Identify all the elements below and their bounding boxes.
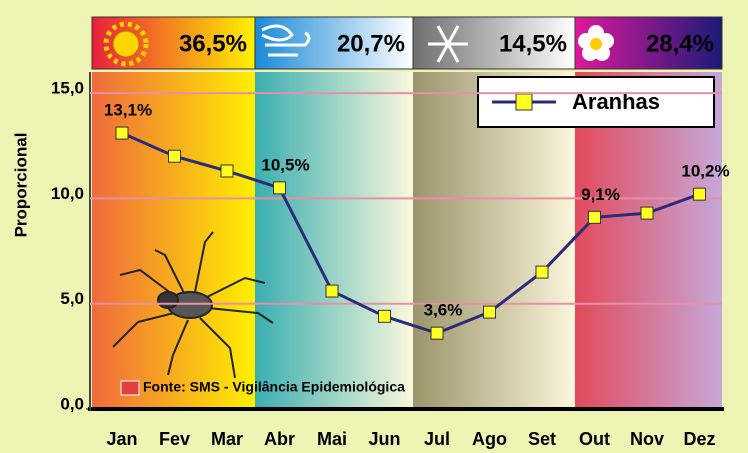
- season-label: 36,5%: [179, 30, 247, 57]
- marker: [116, 127, 128, 139]
- marker: [484, 306, 496, 318]
- summer-band: [92, 72, 255, 409]
- season-label: 20,7%: [337, 30, 405, 57]
- autumn-band: [255, 72, 413, 409]
- y-tick-label: 10,0: [51, 184, 84, 203]
- season-label: 14,5%: [499, 30, 567, 57]
- x-tick-label: Jul: [424, 429, 450, 449]
- x-tick-label: Ago: [472, 429, 507, 449]
- season-label: 28,4%: [646, 30, 714, 57]
- x-tick-label: Abr: [264, 429, 295, 449]
- marker: [536, 266, 548, 278]
- marker: [169, 150, 181, 162]
- x-tick-label: Nov: [630, 429, 664, 449]
- value-label: 9,1%: [581, 185, 620, 204]
- source: Fonte: SMS - Vigilância Epidemiológica: [143, 379, 405, 395]
- y-tick-label: 15,0: [51, 79, 84, 98]
- source-icon: [121, 381, 139, 395]
- x-tick-label: Set: [528, 429, 556, 449]
- marker: [641, 207, 653, 219]
- x-tick-label: Mai: [317, 429, 347, 449]
- x-tick-label: Mar: [211, 429, 243, 449]
- marker: [379, 310, 391, 322]
- marker: [431, 327, 443, 339]
- y-tick-label: 0,0: [60, 394, 84, 413]
- y-tick-label: 5,0: [60, 289, 84, 308]
- y-axis-title: Proporcional: [11, 133, 30, 238]
- marker: [589, 211, 601, 223]
- legend-marker: [516, 94, 532, 110]
- marker: [221, 165, 233, 177]
- x-tick-label: Fev: [159, 429, 190, 449]
- value-label: 10,5%: [261, 155, 309, 174]
- value-label: 13,1%: [104, 101, 152, 120]
- legend: Aranhas: [478, 77, 714, 127]
- x-tick-label: Jan: [106, 429, 137, 449]
- x-tick-label: Jun: [368, 429, 400, 449]
- x-tick-label: Out: [579, 429, 610, 449]
- value-label: 10,2%: [681, 162, 729, 181]
- marker: [274, 182, 286, 194]
- chart: Proporcional Fonte: SMS - Vigilância Epi…: [0, 0, 748, 453]
- marker: [326, 285, 338, 297]
- value-label: 3,6%: [424, 301, 463, 320]
- marker: [694, 188, 706, 200]
- x-tick-label: Dez: [683, 429, 715, 449]
- season-bands: [92, 17, 722, 409]
